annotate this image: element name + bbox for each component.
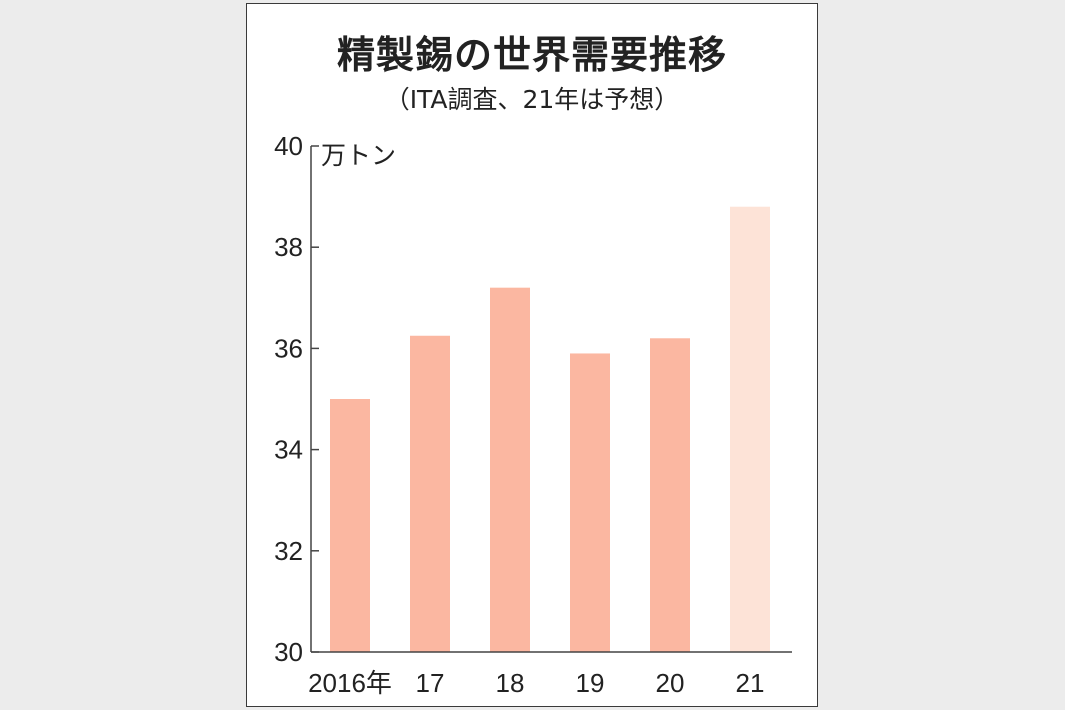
y-tick-label: 34 xyxy=(274,435,303,465)
y-tick-label: 40 xyxy=(274,131,303,161)
y-axis-ticks: 30 32 34 36 38 40 xyxy=(274,131,319,667)
bar-19 xyxy=(570,353,610,652)
bar-21 xyxy=(730,206,770,652)
y-tick-label: 32 xyxy=(274,536,303,566)
bar-chart: 30 32 34 36 38 40 2016年 17 18 19 20 21 万トン xyxy=(274,131,792,698)
bar-18 xyxy=(490,287,530,652)
y-axis-unit-label: 万トン xyxy=(321,141,396,170)
chart-title: 精製錫の世界需要推移 xyxy=(336,33,727,77)
chart-card: 精製錫の世界需要推移 （ITA調査、21年は予想） 30 32 34 36 38 40 2… xyxy=(246,3,818,707)
bar-17 xyxy=(410,335,450,652)
y-tick-label: 38 xyxy=(274,232,303,262)
chart-subtitle: （ITA調査、21年は予想） xyxy=(384,85,680,114)
bar-20 xyxy=(650,338,690,652)
x-axis-ticks: 2016年 17 18 19 20 21 xyxy=(308,668,764,698)
y-tick-label: 36 xyxy=(274,333,303,363)
bar-2016年 xyxy=(330,399,370,652)
x-tick-label: 21 xyxy=(736,668,765,698)
x-tick-label: 20 xyxy=(656,668,685,698)
x-tick-label: 17 xyxy=(416,668,445,698)
x-tick-label: 18 xyxy=(496,668,525,698)
x-tick-label: 19 xyxy=(576,668,605,698)
y-tick-label: 30 xyxy=(274,637,303,667)
x-tick-label: 2016年 xyxy=(308,668,392,698)
bars xyxy=(330,206,770,652)
